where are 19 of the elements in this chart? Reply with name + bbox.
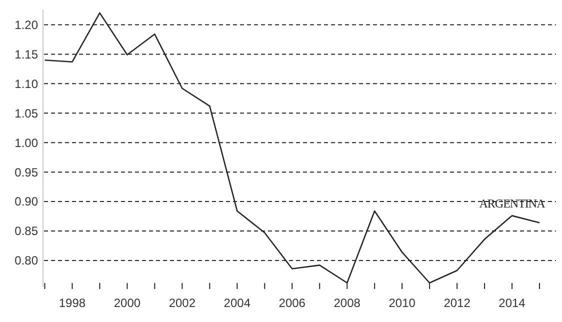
y-tick-label: 0.80 [14,254,38,268]
x-tick-label: 2008 [334,296,361,310]
y-tick-label: 0.90 [14,194,38,209]
y-tick-label: 1.05 [14,106,38,120]
x-tick-label: 2000 [114,296,141,310]
x-tick-label: 2002 [168,296,196,310]
x-tick-label: 2012 [444,296,471,310]
x-tick-label: 2010 [388,296,416,310]
x-tick-label: 2014 [498,296,526,310]
y-tick-label: 1.20 [14,18,38,32]
series-label: ARGENTINA [479,196,546,211]
y-tick-label: 1.00 [14,136,38,150]
y-tick-label: 0.95 [14,165,38,180]
y-tick-label: 1.15 [14,47,38,62]
y-tick-label: 0.85 [14,224,38,238]
x-tick-label: 2006 [278,296,306,310]
x-tick-label: 2004 [224,296,251,310]
x-tick-label: 1998 [58,296,86,310]
y-tick-label: 1.10 [14,76,38,91]
